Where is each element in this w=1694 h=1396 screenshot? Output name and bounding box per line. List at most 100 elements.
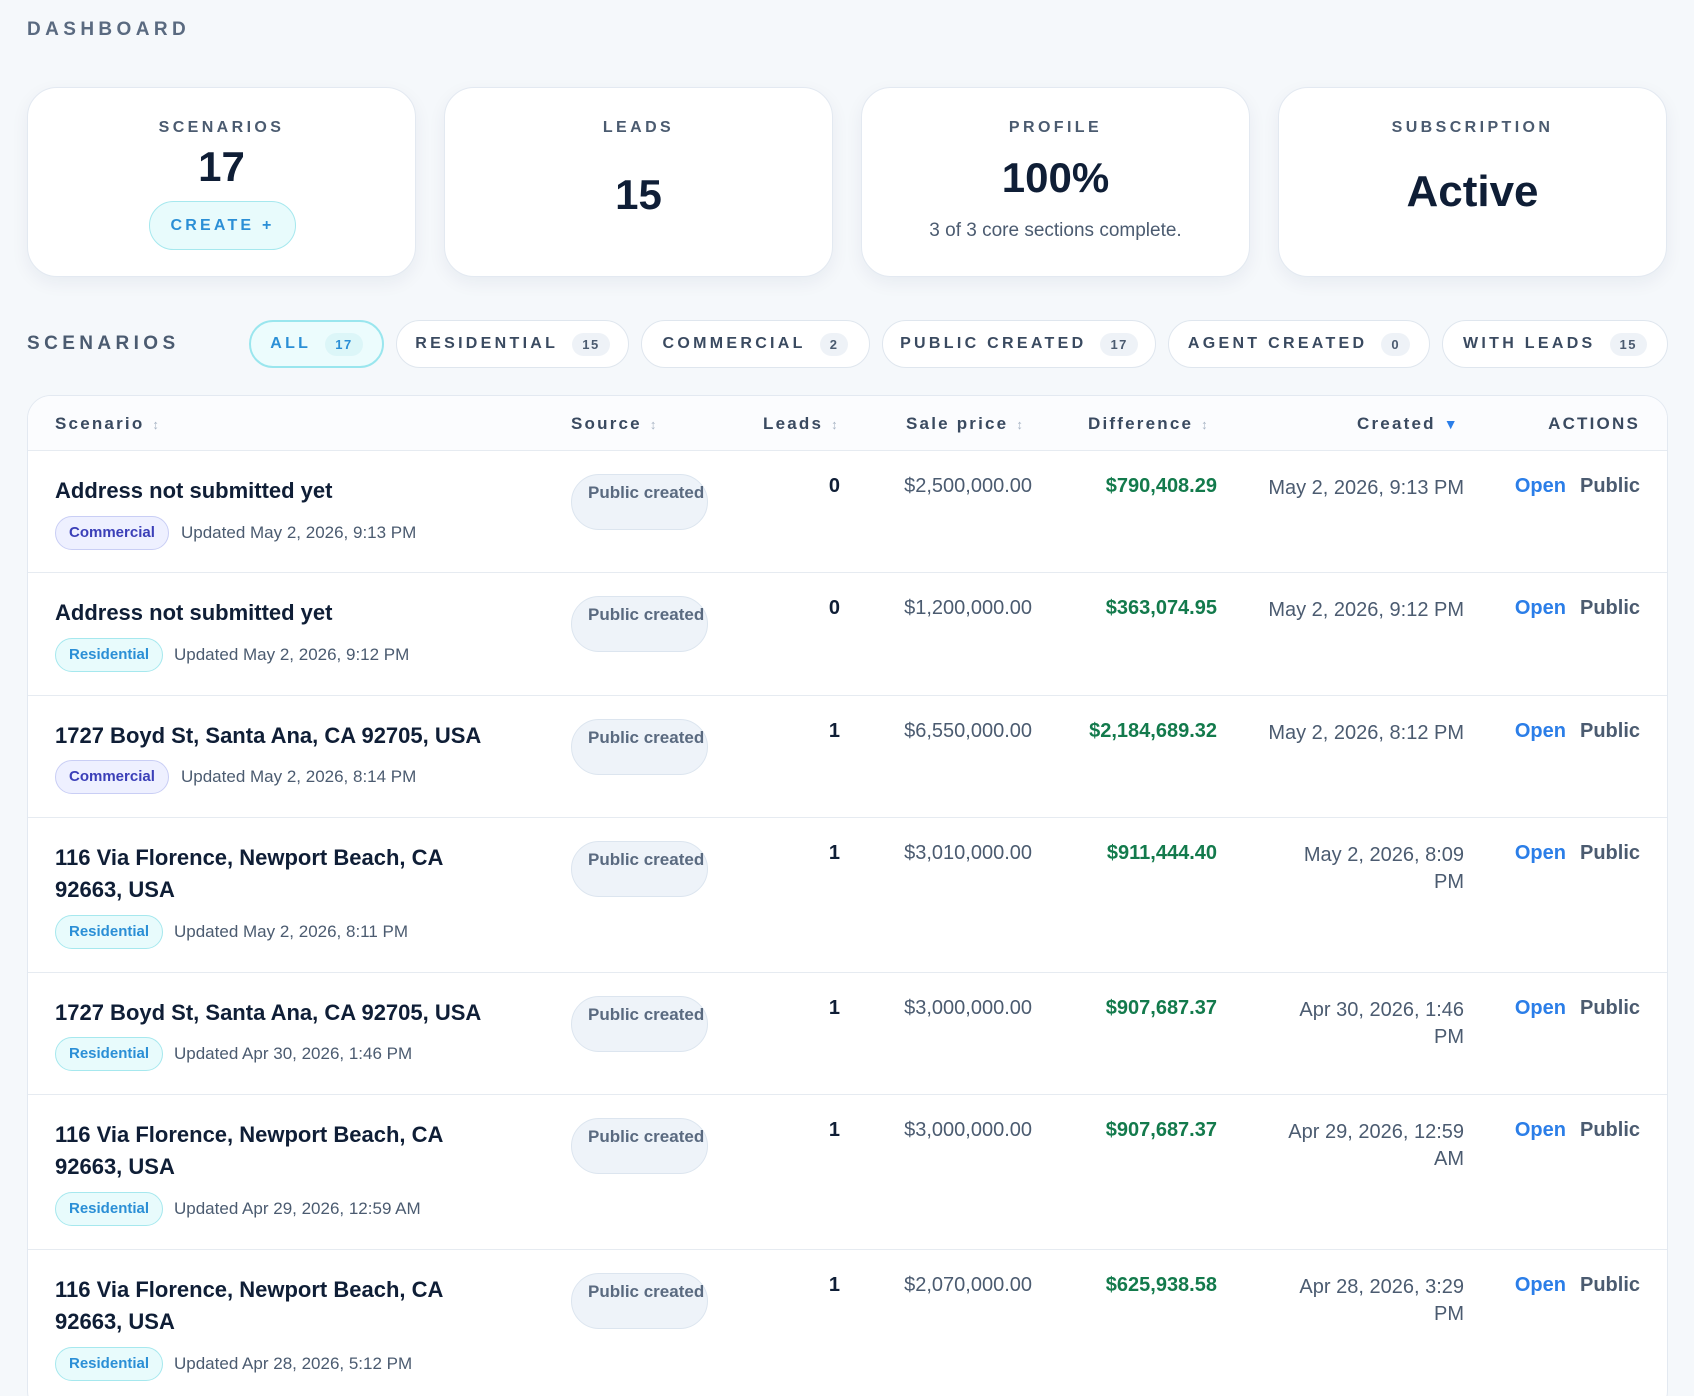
sale-price: $2,070,000.00 (904, 1274, 1032, 1296)
filter-with-leads[interactable]: WITH LEADS 15 (1442, 320, 1668, 368)
open-scenario-link[interactable]: Open (1514, 1119, 1566, 1141)
filter-all[interactable]: ALL 17 (249, 320, 384, 368)
scenario-title: 1727 Boyd St, Santa Ana, CA 92705, USA (55, 1000, 482, 1025)
open-scenario-link[interactable]: Open (1514, 720, 1566, 742)
public-scenario-link[interactable]: Public (1579, 842, 1640, 864)
scenario-title: 116 Via Florence, Newport Beach, CA 9266… (55, 1277, 443, 1334)
sale-price: $1,200,000.00 (904, 597, 1032, 619)
profile-stat-card: PROFILE 100% 3 of 3 core sections comple… (861, 87, 1250, 277)
leads-count: 0 (828, 597, 840, 619)
created-date: May 2, 2026, 9:13 PM (1268, 477, 1464, 499)
scenario-type-tag: Residential (55, 1192, 164, 1226)
sort-descending-icon[interactable]: ▼ (1443, 416, 1458, 432)
scenario-updated-time: Updated May 2, 2026, 9:12 PM (174, 645, 410, 664)
price-difference: $625,938.58 (1105, 1274, 1217, 1296)
sort-icon[interactable]: ↕ (1201, 417, 1208, 432)
column-header-actions: ACTIONS (1548, 414, 1640, 433)
source-badge: Public created (571, 1118, 708, 1174)
column-header-sale-price[interactable]: Sale price ↕ (906, 414, 1023, 433)
leads-stat-card: LEADS 15 (444, 87, 833, 277)
column-header-difference[interactable]: Difference ↕ (1088, 414, 1208, 433)
price-difference: $911,444.40 (1106, 842, 1217, 864)
table-row: 116 Via Florence, Newport Beach, CA 9266… (28, 818, 1667, 973)
open-scenario-link[interactable]: Open (1514, 1274, 1566, 1296)
public-scenario-link[interactable]: Public (1579, 720, 1640, 742)
leads-count: 1 (828, 997, 840, 1019)
open-scenario-link[interactable]: Open (1514, 475, 1566, 497)
created-date: Apr 30, 2026, 1:46 PM (1299, 999, 1464, 1048)
public-scenario-link[interactable]: Public (1579, 475, 1640, 497)
filter-label: RESIDENTIAL (415, 335, 559, 352)
sale-price: $6,550,000.00 (904, 720, 1032, 742)
leads-count: 1 (828, 842, 840, 864)
filter-count-badge: 17 (325, 332, 363, 356)
scenario-type-tag: Commercial (55, 516, 169, 550)
open-scenario-link[interactable]: Open (1514, 997, 1566, 1019)
price-difference: $790,408.29 (1105, 475, 1217, 497)
filter-label: ALL (270, 335, 312, 352)
created-date: Apr 29, 2026, 12:59 AM (1288, 1121, 1464, 1170)
scenarios-stat-label: SCENARIOS (158, 119, 285, 136)
scenario-type-tag: Residential (55, 915, 164, 949)
filter-label: PUBLIC CREATED (900, 335, 1087, 352)
column-header-scenario[interactable]: Scenario ↕ (55, 414, 159, 433)
public-scenario-link[interactable]: Public (1579, 1274, 1640, 1296)
table-row: 116 Via Florence, Newport Beach, CA 9266… (28, 1095, 1667, 1250)
filter-public-created[interactable]: PUBLIC CREATED 17 (882, 320, 1156, 368)
scenarios-stat-value: 17 (198, 143, 245, 190)
table-row: 1727 Boyd St, Santa Ana, CA 92705, USA R… (28, 973, 1667, 1095)
price-difference: $2,184,689.32 (1089, 720, 1217, 742)
scenario-updated-time: Updated Apr 28, 2026, 5:12 PM (174, 1354, 413, 1373)
leads-stat-value: 15 (615, 171, 662, 218)
sort-icon[interactable]: ↕ (649, 417, 657, 432)
source-badge: Public created (571, 841, 708, 897)
column-header-leads[interactable]: Leads ↕ (763, 414, 838, 433)
scenario-type-tag: Residential (55, 1037, 164, 1071)
scenario-type-tag: Commercial (55, 760, 169, 794)
open-scenario-link[interactable]: Open (1514, 597, 1566, 619)
leads-stat-label: LEADS (602, 119, 675, 136)
public-scenario-link[interactable]: Public (1579, 1119, 1640, 1141)
scenarios-stat-card: SCENARIOS 17 CREATE + (27, 87, 416, 277)
table-row: Address not submitted yet Residential Up… (28, 573, 1667, 696)
source-badge: Public created (571, 596, 708, 652)
price-difference: $363,074.95 (1105, 597, 1217, 619)
scenario-updated-time: Updated May 2, 2026, 8:14 PM (181, 767, 417, 786)
public-scenario-link[interactable]: Public (1579, 997, 1640, 1019)
column-header-source[interactable]: Source ↕ (571, 414, 657, 433)
sort-icon[interactable]: ↕ (831, 417, 838, 432)
scenario-updated-time: Updated May 2, 2026, 9:13 PM (181, 523, 417, 542)
open-scenario-link[interactable]: Open (1514, 842, 1566, 864)
filter-agent-created[interactable]: AGENT CREATED 0 (1168, 320, 1430, 368)
scenarios-table: Scenario ↕ Source ↕ Leads ↕ Sale price ↕ Dif… (27, 395, 1668, 1396)
leads-count: 1 (828, 1119, 840, 1141)
price-difference: $907,687.37 (1105, 1119, 1217, 1141)
profile-stat-label: PROFILE (1008, 119, 1103, 136)
sale-price: $3,000,000.00 (904, 1119, 1032, 1141)
source-badge: Public created (571, 474, 708, 530)
sale-price: $2,500,000.00 (904, 475, 1032, 497)
scenario-type-tag: Residential (55, 638, 164, 672)
column-header-created[interactable]: Created ▼ (1357, 414, 1458, 433)
sale-price: $3,000,000.00 (904, 997, 1032, 1019)
filter-residential[interactable]: RESIDENTIAL 15 (396, 320, 629, 368)
filter-count-badge: 0 (1381, 332, 1411, 356)
filter-count-badge: 15 (1609, 332, 1647, 356)
source-badge: Public created (571, 1273, 708, 1329)
scenario-title: 116 Via Florence, Newport Beach, CA 9266… (55, 845, 443, 902)
sort-icon[interactable]: ↕ (1016, 417, 1023, 432)
created-date: May 2, 2026, 8:09 PM (1303, 844, 1464, 893)
sort-icon[interactable]: ↕ (152, 417, 159, 432)
table-row: 116 Via Florence, Newport Beach, CA 9266… (28, 1250, 1667, 1396)
scenario-updated-time: Updated Apr 29, 2026, 12:59 AM (174, 1199, 421, 1218)
leads-count: 1 (828, 1274, 840, 1296)
scenario-title: Address not submitted yet (55, 478, 333, 503)
subscription-stat-card: SUBSCRIPTION Active (1278, 87, 1667, 277)
subscription-stat-label: SUBSCRIPTION (1391, 119, 1554, 136)
create-scenario-button[interactable]: CREATE + (149, 201, 296, 250)
filter-count-badge: 17 (1100, 332, 1138, 356)
public-scenario-link[interactable]: Public (1579, 597, 1640, 619)
filter-commercial[interactable]: COMMERCIAL 2 (641, 320, 870, 368)
scenario-type-tag: Residential (55, 1347, 164, 1381)
filter-label: COMMERCIAL (662, 335, 806, 352)
